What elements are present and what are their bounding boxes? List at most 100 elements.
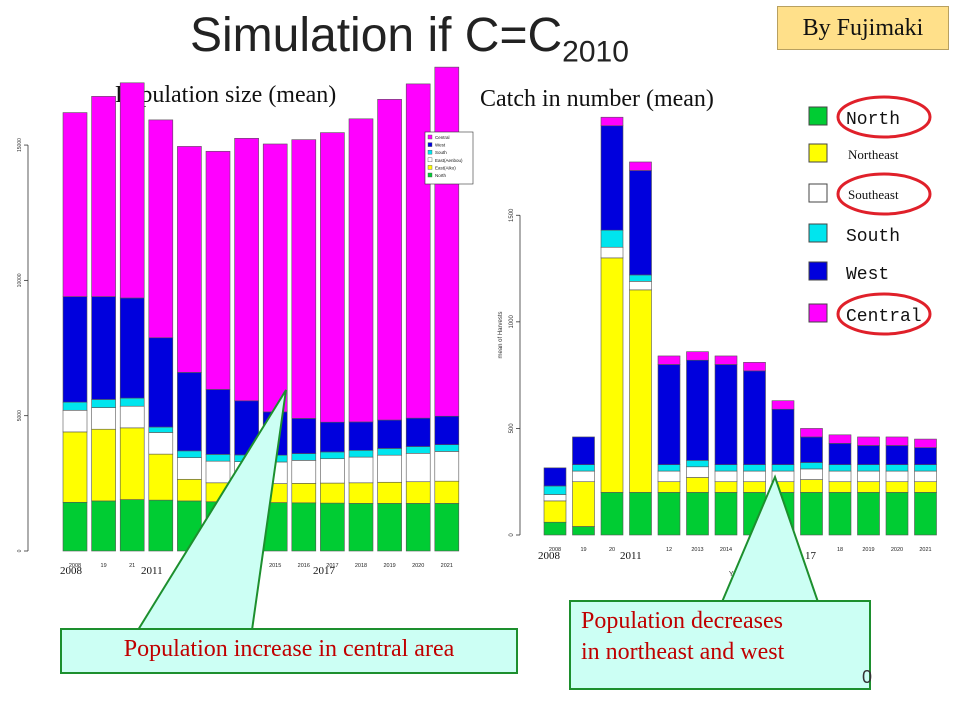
- right-bar-segment-south: [686, 460, 709, 468]
- right-x-tick-label: 2013: [691, 547, 703, 553]
- right-x-tick-label: 19: [580, 547, 586, 553]
- left-year-overlay: 2017: [313, 565, 336, 577]
- right-bar-segment-north: [857, 492, 880, 536]
- right-x-tick-label: 12: [666, 547, 672, 553]
- left-bar-segment-west: [205, 389, 231, 455]
- left-bar-segment-east-aenbou: [205, 460, 231, 484]
- right-bar-segment-southeast: [885, 470, 909, 483]
- right-bar-segment-north: [686, 492, 709, 536]
- left-bar-segment-east-aiko: [119, 427, 145, 500]
- right-bar-segment-central: [629, 161, 652, 171]
- right-bar-segment-north: [543, 521, 567, 536]
- left-bar-segment-east-aenbou: [434, 451, 460, 482]
- left-bar-segment-east-aiko: [62, 431, 88, 503]
- left-bar-segment-central: [291, 139, 317, 419]
- right-bar-segment-west: [771, 408, 795, 465]
- right-bar-segment-north: [828, 492, 852, 536]
- legend-highlight-ring: [836, 95, 932, 139]
- left-x-tick-label: 2015: [269, 563, 281, 569]
- right-bar-segment-north: [714, 492, 738, 536]
- left-bar-segment-south: [320, 451, 345, 460]
- right-bar-segment-northeast: [572, 481, 595, 527]
- right-bar-segment-northeast: [543, 500, 567, 523]
- left-bar-segment-west: [177, 372, 202, 452]
- left-bar-segment-north: [291, 502, 317, 552]
- right-bar-segment-southeast: [686, 466, 709, 478]
- left-bar-segment-east-aenbou: [119, 405, 145, 429]
- left-chart-title: Population size (mean): [115, 82, 337, 108]
- left-bar-segment-west: [377, 419, 402, 449]
- slide-title-main: Simulation if C=C: [190, 9, 563, 62]
- right-bar-segment-south: [914, 464, 937, 472]
- right-bar-segment-northeast: [828, 481, 852, 493]
- right-bar-segment-southeast: [914, 470, 937, 483]
- right-bar-segment-west: [714, 364, 738, 465]
- legend-highlight-ring: [836, 292, 932, 336]
- left-y-tick-label: 10000: [17, 273, 23, 287]
- left-bar-segment-west: [434, 415, 460, 445]
- left-year-overlay: 2008: [60, 565, 83, 577]
- left-bar-segment-west: [348, 421, 374, 451]
- left-legend-swatch: [427, 172, 433, 178]
- left-bar-segment-south: [205, 454, 231, 462]
- right-x-tick-label: 18: [837, 547, 843, 553]
- legend-label-west: West: [846, 265, 889, 285]
- right-bar-segment-northeast: [629, 289, 652, 493]
- left-bar-segment-north: [377, 503, 402, 552]
- left-bar-segment-south: [405, 446, 431, 454]
- left-legend-label: Central: [435, 135, 450, 140]
- right-bar-segment-northeast: [600, 257, 624, 493]
- right-bar-segment-north: [914, 492, 937, 536]
- left-bar-segment-central: [91, 96, 116, 297]
- left-bar-segment-south: [434, 444, 460, 452]
- left-bar-segment-west: [405, 417, 431, 447]
- right-y-tick-label: 1000: [509, 315, 515, 329]
- right-bar-segment-south: [600, 229, 624, 248]
- right-bar-segment-central: [885, 436, 909, 446]
- left-y-tick-label: 0: [17, 549, 23, 552]
- left-year-overlay: 2011: [141, 565, 163, 577]
- right-bar-segment-west: [885, 445, 909, 465]
- right-bar-segment-west: [743, 370, 766, 465]
- right-bar-segment-central: [857, 436, 880, 446]
- left-bar-segment-west: [291, 418, 317, 454]
- left-bar-segment-east-aenbou: [348, 456, 374, 484]
- right-bar-segment-west: [543, 467, 567, 487]
- legend-swatch-southeast: [808, 183, 828, 203]
- left-legend-label: East(Aenbou): [435, 158, 463, 163]
- left-bar-segment-west: [62, 296, 88, 403]
- right-bar-segment-northeast: [857, 481, 880, 493]
- right-bar-segment-southeast: [572, 470, 595, 483]
- left-bar-segment-east-aenbou: [377, 454, 402, 483]
- right-y-tick-label: 0: [509, 533, 515, 537]
- right-y-tick-label: 500: [509, 423, 515, 434]
- right-bar-segment-west: [686, 359, 709, 461]
- right-bar-segment-south: [572, 464, 595, 472]
- left-x-tick-label: 2019: [383, 563, 395, 569]
- right-bar-segment-central: [914, 438, 937, 448]
- left-legend-box: [424, 131, 474, 185]
- left-bar-segment-north: [434, 503, 460, 552]
- right-bar-segment-southeast: [857, 470, 880, 483]
- legend-label-central: Central: [846, 307, 922, 327]
- right-bar-segment-northeast: [657, 481, 681, 493]
- right-bar-segment-west: [800, 436, 823, 463]
- left-bar-segment-north: [148, 499, 174, 552]
- page-number: 0: [862, 667, 873, 687]
- legend-label-north: North: [846, 110, 900, 130]
- right-bar-segment-central: [686, 351, 709, 361]
- right-bar-segment-northeast: [800, 479, 823, 493]
- left-bar-segment-west: [91, 296, 116, 400]
- left-x-tick-label: 21: [129, 563, 135, 569]
- left-bar-segment-south: [148, 426, 174, 433]
- left-bar-segment-south: [91, 399, 116, 408]
- right-bar-segment-central: [600, 116, 624, 127]
- left-legend-label: East(Aiko): [435, 165, 456, 170]
- left-legend-label: West: [435, 143, 446, 148]
- left-legend-swatch: [427, 165, 433, 170]
- left-x-tick-label: 2020: [412, 563, 424, 569]
- author-badge: By Fujimaki: [777, 6, 949, 50]
- right-bar-segment-southeast: [543, 494, 567, 502]
- left-legend-label: North: [435, 173, 447, 178]
